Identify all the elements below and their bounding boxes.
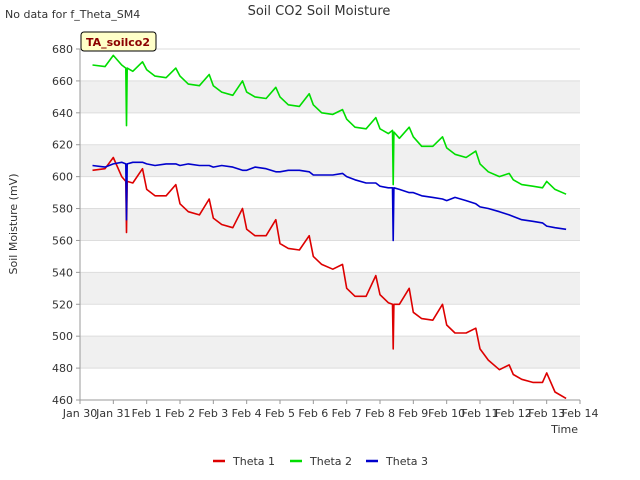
plot-band (80, 368, 580, 400)
x-tick-label: Feb 10 (428, 407, 465, 420)
y-tick-label: 560 (52, 234, 73, 247)
grid-lines (80, 48, 580, 401)
x-tick-label: Feb 9 (398, 407, 428, 420)
y-tick-label: 680 (52, 43, 73, 56)
legend-label: Theta 1 (232, 455, 275, 468)
chart-title: Soil CO2 Soil Moisture (248, 4, 391, 19)
x-tick-label: Feb 11 (462, 407, 499, 420)
plot-band (80, 336, 580, 369)
plot-band (80, 49, 580, 81)
x-tick-label: Feb 12 (495, 407, 532, 420)
plot-background-bands (80, 49, 580, 400)
series-line-theta-3 (92, 161, 567, 242)
y-tick-label: 460 (52, 394, 73, 407)
plot-band (80, 80, 580, 113)
plot-band (80, 112, 580, 145)
no-data-note: No data for f_Theta_SM4 (5, 8, 140, 21)
site-label-box: TA_soilco2 (80, 31, 157, 52)
plot-band (80, 304, 580, 337)
x-tick-label: Feb 7 (332, 407, 362, 420)
y-tick-label: 620 (52, 139, 73, 152)
y-tick-label: 580 (52, 203, 73, 216)
x-tick-label: Feb 3 (198, 407, 228, 420)
series-line-theta-1 (92, 156, 567, 400)
plot-band (80, 176, 580, 209)
x-tick-label: Feb 1 (132, 407, 162, 420)
y-tick-label: 520 (52, 298, 73, 311)
legend-label: Theta 3 (385, 455, 428, 468)
y-tick-label: 660 (52, 75, 73, 88)
x-tick-label: Feb 2 (165, 407, 195, 420)
x-tick-label: Feb 4 (232, 407, 262, 420)
tick-labels: 460 480 500 520 540 560 580 600 620 640 660 680 Jan … (52, 43, 598, 420)
x-tick-label: Feb 6 (298, 407, 328, 420)
y-axis-label: Soil Moisture (mV) (7, 174, 20, 275)
plot-band (80, 272, 580, 305)
plot-band (80, 208, 580, 241)
y-tick-label: 600 (52, 171, 73, 184)
legend: Theta 1 Theta 2 Theta 3 (213, 455, 428, 468)
x-tick-label: Feb 13 (528, 407, 565, 420)
plot-band (80, 144, 580, 177)
x-tick-label: Feb 5 (265, 407, 295, 420)
x-axis-label: Time (550, 423, 578, 436)
x-tick-label: Jan 31 (95, 407, 130, 420)
x-tick-label: Feb 14 (562, 407, 599, 420)
y-tick-label: 480 (52, 362, 73, 375)
series-line-theta-2 (92, 54, 567, 195)
x-tick-label: Feb 8 (365, 407, 395, 420)
legend-label: Theta 2 (309, 455, 352, 468)
site-label: TA_soilco2 (86, 36, 150, 49)
x-tick-label: Jan 30 (62, 407, 97, 420)
plot-band (80, 240, 580, 273)
axes (76, 48, 581, 404)
y-tick-label: 540 (52, 266, 73, 279)
y-tick-label: 500 (52, 330, 73, 343)
series-layer (92, 54, 567, 400)
y-tick-label: 640 (52, 107, 73, 120)
